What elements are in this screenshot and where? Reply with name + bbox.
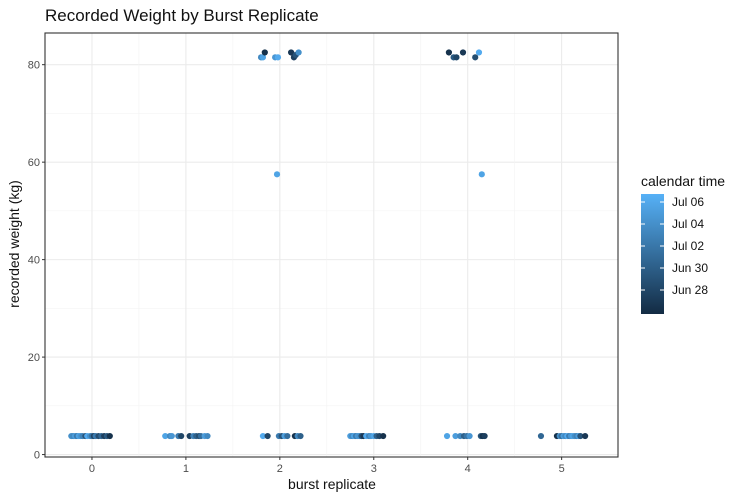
data-point xyxy=(452,432,459,440)
legend-title: calendar time xyxy=(641,173,725,189)
y-axis-title: recorded weight (kg) xyxy=(6,180,22,308)
data-point xyxy=(178,432,185,440)
x-tick-label: 1 xyxy=(183,463,189,475)
legend-label: Jul 02 xyxy=(672,239,704,253)
grid-lines xyxy=(45,33,618,457)
data-point xyxy=(443,432,451,440)
y-tick-label: 80 xyxy=(28,60,40,72)
data-point xyxy=(273,171,281,178)
y-tick-label: 0 xyxy=(34,450,40,462)
data-point xyxy=(453,54,460,61)
data-points xyxy=(68,49,589,440)
chart-title: Recorded Weight by Burst Replicate xyxy=(45,6,319,25)
data-point xyxy=(380,432,387,440)
data-point xyxy=(478,171,485,178)
data-point xyxy=(168,432,175,440)
x-tick-label: 5 xyxy=(559,463,565,475)
x-tick-label: 2 xyxy=(277,463,283,475)
data-point xyxy=(259,432,267,440)
data-point xyxy=(162,432,169,440)
plot-panel-border xyxy=(44,32,619,458)
data-point xyxy=(582,432,589,440)
data-point xyxy=(577,432,584,440)
data-point xyxy=(445,49,453,56)
axes: 0 20 40 60 80 0 1 2 3 4 5 xyxy=(28,32,619,475)
y-tick-label: 40 xyxy=(28,255,40,267)
y-tick-label: 60 xyxy=(28,157,40,169)
colorbar xyxy=(641,194,664,314)
x-tick-label: 0 xyxy=(89,463,95,475)
data-point xyxy=(459,49,467,56)
data-point xyxy=(259,54,267,61)
data-point xyxy=(481,432,488,440)
data-point xyxy=(472,54,479,61)
y-tick-label: 20 xyxy=(28,352,40,364)
color-legend: calendar time Jul 06 Jul 04 Jul 02 Jun 30 Ju… xyxy=(641,173,725,314)
data-point xyxy=(295,49,302,56)
data-point xyxy=(537,432,545,440)
data-point xyxy=(204,432,211,440)
data-point xyxy=(274,54,282,61)
legend-label: Jul 04 xyxy=(672,217,704,231)
x-tick-label: 4 xyxy=(465,463,471,475)
legend-label: Jun 30 xyxy=(672,261,708,275)
x-tick-label: 3 xyxy=(371,463,377,475)
data-point xyxy=(297,432,304,440)
legend-label: Jul 06 xyxy=(672,195,704,209)
data-point xyxy=(284,432,291,440)
legend-label: Jun 28 xyxy=(672,283,708,297)
data-point xyxy=(106,432,113,440)
x-axis-title: burst replicate xyxy=(288,476,376,492)
data-point xyxy=(288,49,295,56)
data-point xyxy=(264,432,271,440)
data-point xyxy=(261,49,268,56)
data-point xyxy=(466,432,473,440)
data-point xyxy=(475,49,483,56)
